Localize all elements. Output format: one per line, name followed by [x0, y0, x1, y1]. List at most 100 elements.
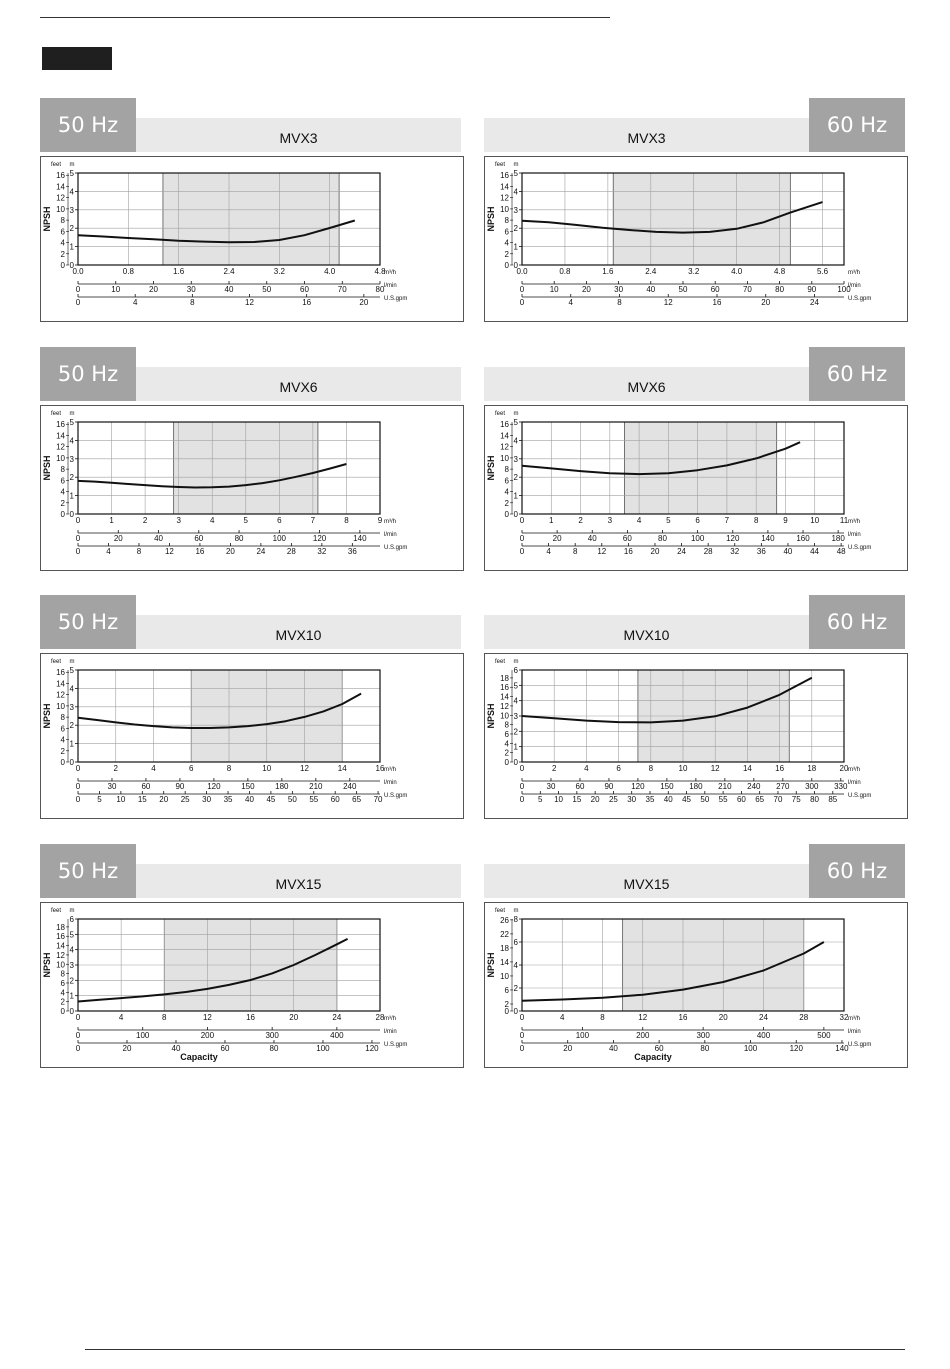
x-tick-m3h: 16: [246, 1013, 255, 1022]
y-tick-m: 6: [70, 915, 75, 924]
x-tick-gpm: 20: [591, 795, 600, 804]
x-tick-gpm: 4: [106, 547, 111, 556]
y-tick-feet: 12: [500, 194, 509, 203]
x-tick-m3h: 4: [560, 1013, 565, 1022]
y-tick-feet: 14: [500, 693, 509, 702]
x-tick-lmin: 70: [743, 285, 752, 294]
y-tick-feet: 2: [505, 1000, 510, 1009]
unit-m3h: m³/h: [848, 1016, 860, 1022]
y-tick-feet: 12: [500, 702, 509, 711]
unit-usgpm: U.S.gpm: [384, 296, 407, 302]
y-tick-m: 4: [514, 436, 519, 445]
x-tick-gpm: 4: [546, 547, 551, 556]
y-tick-feet: 4: [61, 488, 66, 497]
x-tick-lmin: 0: [520, 782, 525, 791]
x-tick-lmin: 0: [76, 534, 81, 543]
x-tick-gpm: 25: [181, 795, 190, 804]
y-tick-m: 3: [514, 455, 519, 464]
y-tick-feet: 2: [61, 499, 66, 508]
y-tick-feet: 0: [61, 758, 66, 767]
x-tick-lmin: 80: [235, 534, 244, 543]
x-tick-lmin: 200: [201, 1031, 215, 1040]
x-tick-gpm: 0: [76, 795, 81, 804]
x-tick-gpm: 120: [365, 1044, 379, 1053]
x-tick-gpm: 55: [719, 795, 728, 804]
x-tick-lmin: 500: [817, 1031, 831, 1040]
x-tick-lmin: 100: [136, 1031, 150, 1040]
y-tick-feet: 4: [505, 239, 510, 248]
unit-lmin: l/min: [848, 1029, 861, 1035]
x-tick-lmin: 240: [343, 782, 357, 791]
x-tick-lmin: 20: [582, 285, 591, 294]
y-tick-feet: 4: [61, 988, 66, 997]
npsh-curve: [521, 201, 823, 234]
npsh-axis-title: NPSH: [486, 206, 496, 231]
npsh-panel-3: 50 Hz MVX6 feet m NPSH 0 1 2 3 4 5 0 2 4 6 8 10 12 14 16 0 1 2…: [40, 347, 464, 571]
meter-axis-title: m: [70, 411, 75, 417]
x-tick-gpm: 60: [221, 1044, 230, 1053]
y-tick-feet: 8: [61, 970, 66, 979]
y-tick-m: 5: [514, 169, 519, 178]
x-tick-gpm: 55: [309, 795, 318, 804]
x-tick-gpm: 60: [737, 795, 746, 804]
meter-axis-title: m: [70, 659, 75, 665]
x-tick-m3h: 8: [227, 764, 232, 773]
x-tick-m3h: 16: [376, 764, 385, 773]
y-tick-feet: 14: [56, 182, 65, 191]
x-tick-gpm: 32: [730, 547, 739, 556]
y-tick-feet: 12: [56, 951, 65, 960]
x-tick-m3h: 8: [649, 764, 654, 773]
x-tick-gpm: 0: [76, 547, 81, 556]
unit-m3h: m³/h: [848, 519, 860, 525]
feet-axis-title: feet: [51, 659, 61, 665]
y-tick-feet: 12: [56, 691, 65, 700]
y-tick-feet: 18: [56, 923, 65, 932]
npsh-panel-1: 50 Hz MVX3 feet m NPSH 0 1 2 3 4 5 0 2 4 6 8 10 12 14 16 0.0…: [40, 98, 464, 322]
x-tick-m3h: 0: [76, 1013, 81, 1022]
x-tick-gpm: 28: [704, 547, 713, 556]
feet-axis-title: feet: [495, 659, 505, 665]
y-tick-feet: 16: [500, 171, 509, 180]
x-tick-m3h: 4.0: [324, 267, 336, 276]
y-tick-feet: 6: [61, 476, 66, 485]
y-tick-feet: 22: [500, 930, 509, 939]
x-tick-lmin: 0: [76, 1031, 81, 1040]
x-tick-lmin: 60: [576, 782, 585, 791]
x-tick-gpm: 40: [172, 1044, 181, 1053]
x-tick-gpm: 16: [713, 298, 722, 307]
y-tick-feet: 8: [61, 216, 66, 225]
frequency-label: 50 Hz: [40, 595, 136, 649]
model-label: MVX6: [484, 367, 809, 401]
model-label: MVX3: [484, 118, 809, 152]
meter-axis-title: m: [70, 162, 75, 168]
x-tick-m3h: 0: [520, 764, 525, 773]
x-tick-gpm: 45: [266, 795, 275, 804]
x-tick-m3h: 0.8: [559, 267, 571, 276]
x-tick-m3h: 10: [679, 764, 688, 773]
x-tick-lmin: 60: [300, 285, 309, 294]
y-tick-m: 1: [70, 992, 75, 1001]
y-tick-feet: 0: [505, 758, 510, 767]
y-tick-feet: 14: [56, 942, 65, 951]
y-tick-feet: 12: [56, 194, 65, 203]
npsh-curve: [77, 938, 349, 1003]
x-tick-lmin: 0: [76, 285, 81, 294]
x-tick-gpm: 15: [572, 795, 581, 804]
y-tick-feet: 8: [61, 465, 66, 474]
x-tick-gpm: 50: [700, 795, 709, 804]
x-tick-lmin: 60: [194, 534, 203, 543]
y-tick-feet: 16: [56, 932, 65, 941]
x-tick-m3h: 12: [203, 1013, 212, 1022]
top-divider: [40, 17, 610, 18]
capacity-label: Capacity: [180, 1052, 218, 1062]
meter-axis-title: m: [514, 162, 519, 168]
y-tick-feet: 0: [505, 510, 510, 519]
x-tick-gpm: 65: [352, 795, 361, 804]
x-tick-m3h: 1.6: [173, 267, 185, 276]
y-tick-feet: 18: [500, 944, 509, 953]
model-label: MVX3: [136, 118, 461, 152]
